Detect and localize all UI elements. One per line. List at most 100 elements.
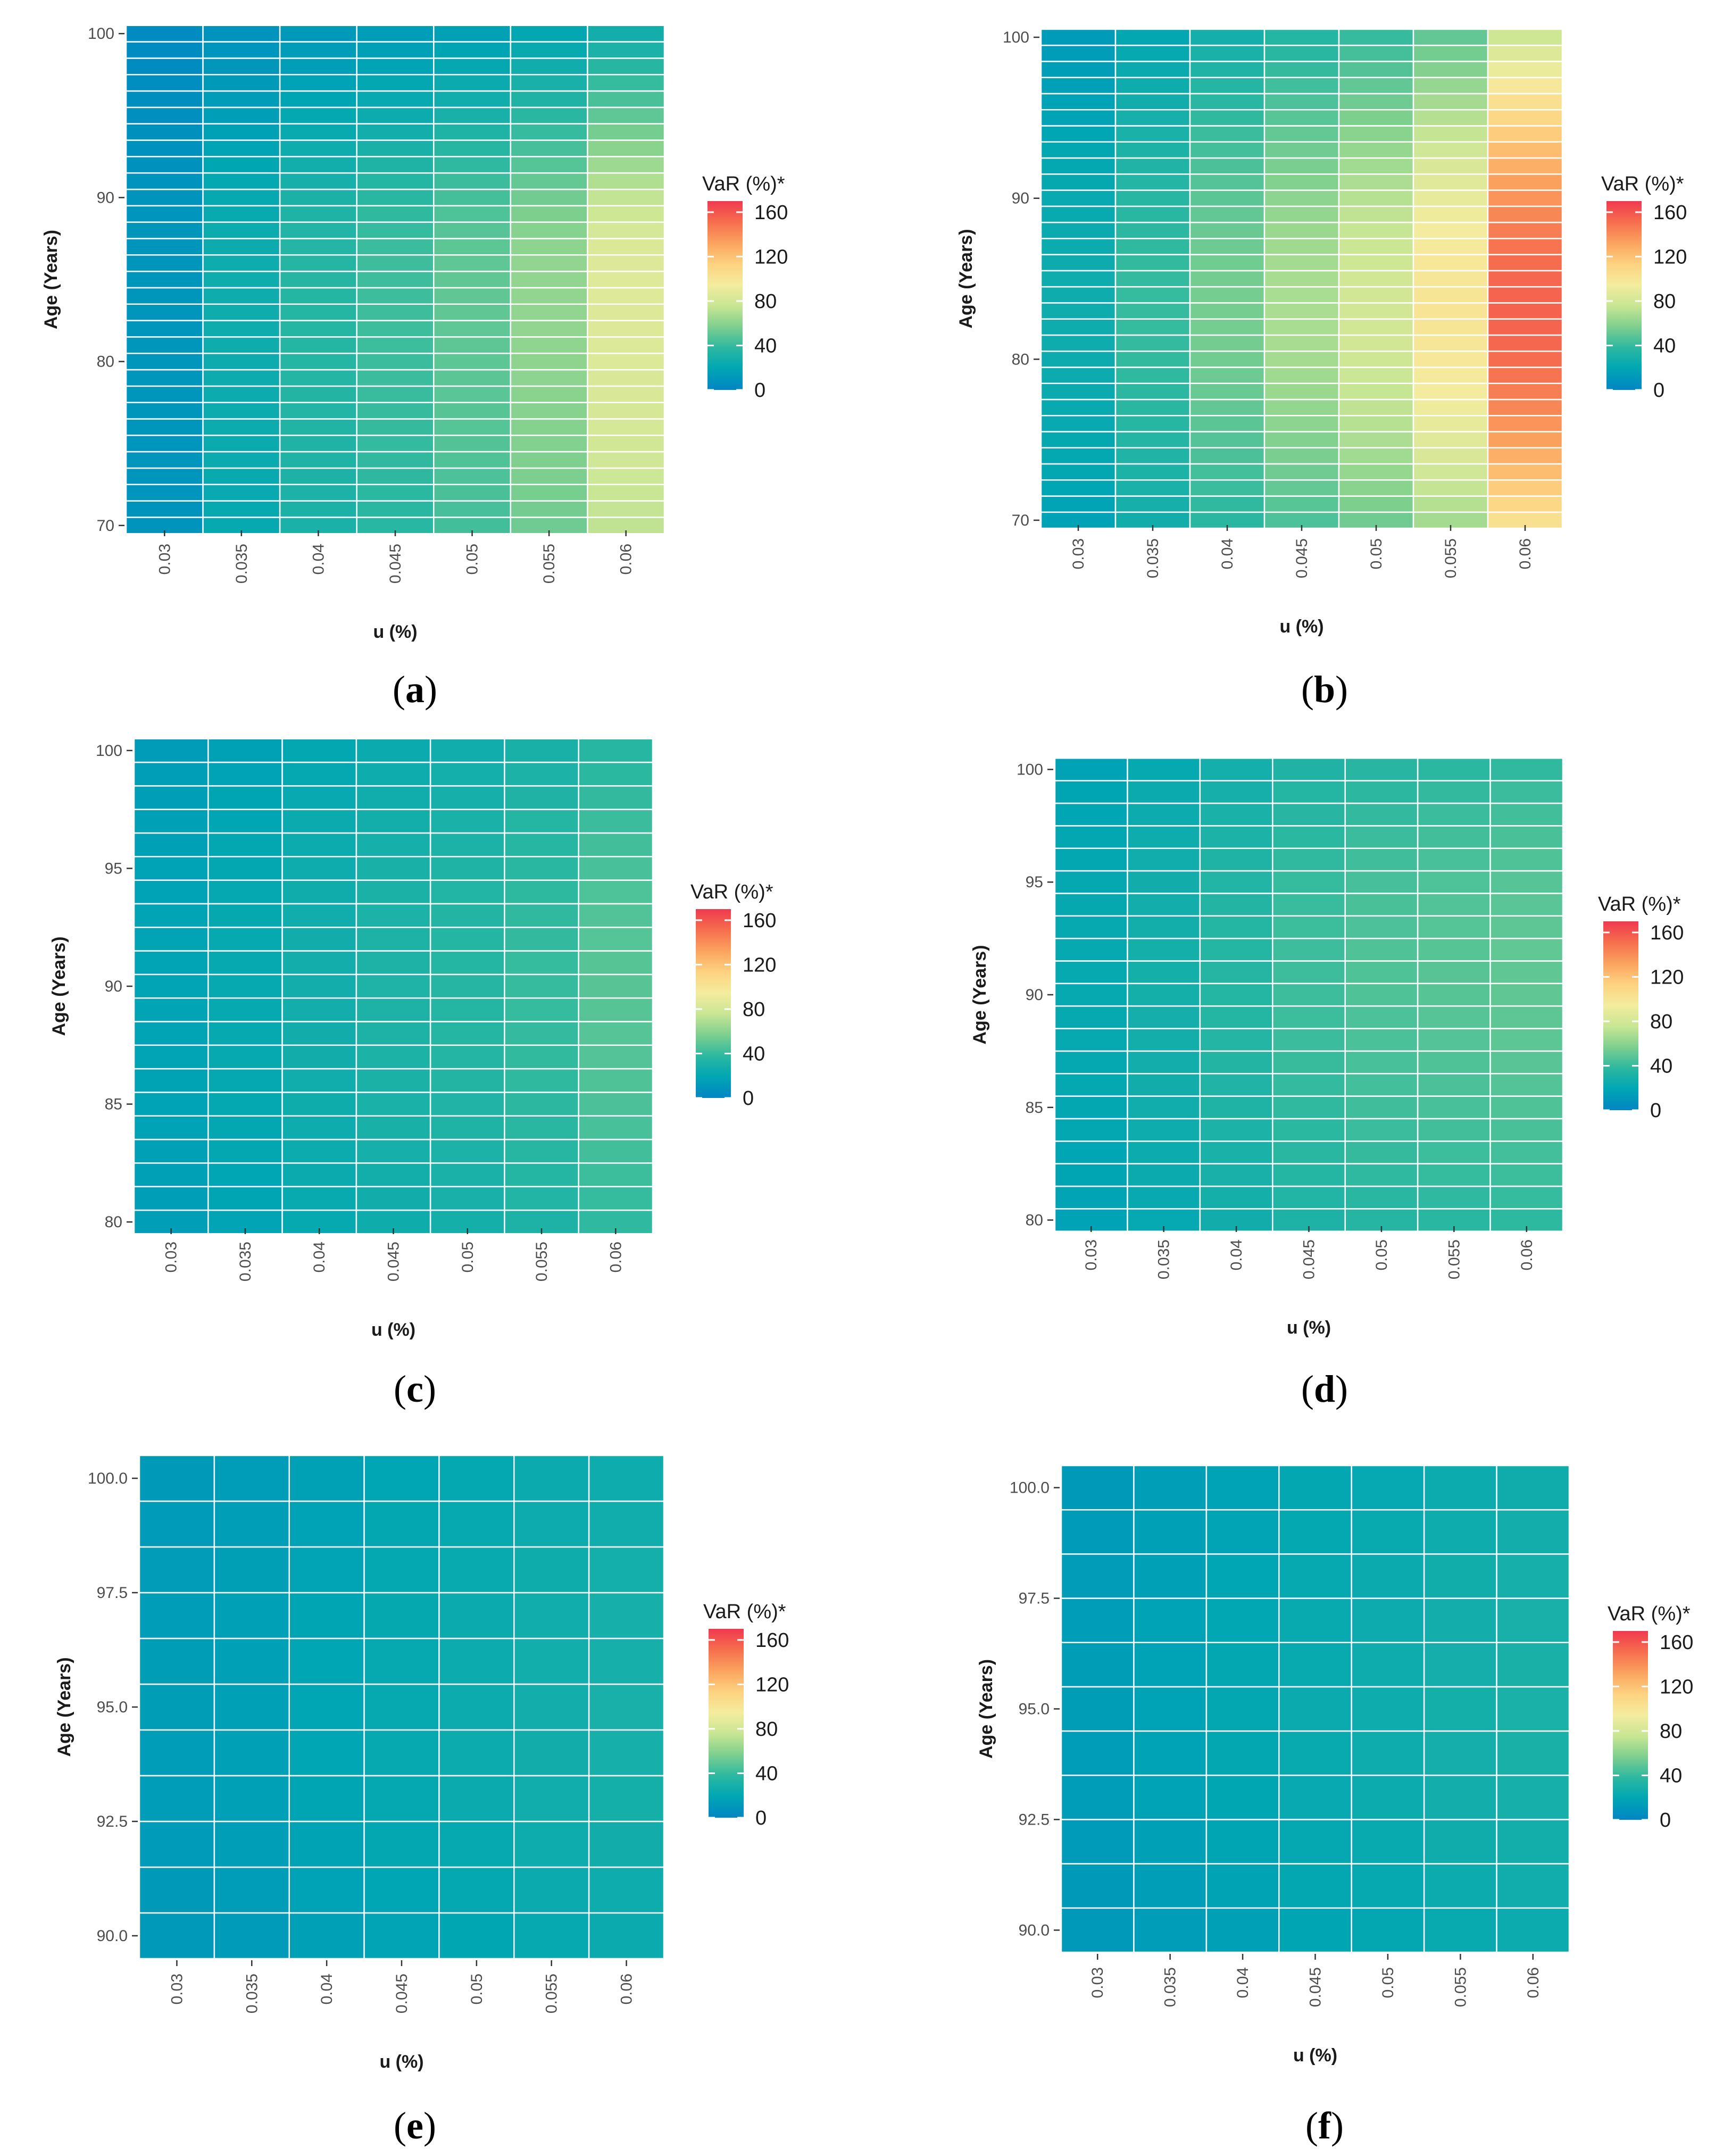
heatmap-cell	[1272, 825, 1346, 849]
heatmap-cell	[578, 950, 654, 976]
heatmap-cell	[133, 1044, 209, 1070]
heatmap-cell	[1412, 205, 1489, 223]
heatmap-cell	[363, 1775, 440, 1822]
legend-tick-label: 120	[743, 954, 776, 976]
heatmap-cell	[1263, 479, 1340, 497]
x-tick-label: 0.05	[1368, 538, 1385, 569]
heatmap-cell	[1338, 77, 1414, 95]
heatmap-cell	[510, 369, 588, 387]
heatmap-cell	[1114, 77, 1191, 95]
heatmap-cell	[1496, 1907, 1570, 1953]
heatmap-cell	[1489, 802, 1564, 827]
legend: VaR (%)* 160 120 80 40 0	[1598, 893, 1684, 1122]
heatmap-cell	[1487, 157, 1563, 175]
heatmap-cell	[356, 57, 435, 76]
heatmap-cell	[202, 238, 281, 256]
legend-tick-label: 160	[743, 910, 776, 932]
heatmap-cell	[1189, 157, 1266, 175]
heatmap-cell	[207, 1115, 283, 1141]
heatmap-cell	[281, 1162, 357, 1187]
heatmap-cell	[1127, 870, 1201, 894]
heatmap-cell	[1487, 205, 1563, 223]
heatmap-cell	[1114, 221, 1191, 239]
legend: VaR (%)* 160 120 80 40 0	[703, 1601, 789, 1829]
heatmap-cell	[355, 809, 431, 834]
heatmap-cell	[1054, 1163, 1128, 1187]
panel-label: (b)	[1301, 668, 1348, 711]
heatmap-cell	[1054, 1028, 1128, 1052]
heatmap-cell	[1489, 1028, 1564, 1052]
heatmap-cell	[355, 785, 431, 810]
heatmap-cell	[1417, 825, 1491, 849]
heatmap-cell	[1272, 1095, 1346, 1120]
heatmap-cell	[138, 1637, 215, 1685]
heatmap-cell	[433, 106, 512, 124]
heatmap-cell	[433, 435, 512, 453]
heatmap-cell	[213, 1454, 290, 1502]
heatmap-cell	[1040, 495, 1117, 513]
heatmap-cell	[202, 369, 281, 387]
heatmap-cell	[587, 139, 665, 157]
heatmap-cell	[125, 238, 204, 256]
y-tick-label: 85	[105, 1096, 122, 1113]
heatmap-cell	[1054, 1005, 1128, 1029]
heatmap-cell	[578, 926, 654, 952]
heatmap-cell	[587, 156, 665, 174]
heatmap-cell	[207, 950, 283, 976]
heatmap-cell	[207, 1021, 283, 1046]
heatmap-cell	[1412, 61, 1489, 78]
heatmap-cell	[202, 484, 281, 502]
legend-tick-label: 120	[1660, 1676, 1693, 1698]
heatmap-cell	[1417, 1050, 1491, 1075]
heatmap-cell	[1412, 398, 1489, 417]
heatmap-cell	[504, 926, 579, 952]
heatmap-cell	[1205, 1464, 1280, 1511]
heatmap-cell	[356, 484, 435, 502]
heatmap-cell	[433, 73, 512, 92]
heatmap-cell	[578, 1021, 654, 1046]
x-tick-label: 0.05	[468, 1974, 486, 2004]
heatmap-cell	[433, 336, 512, 354]
heatmap-cell	[1496, 1553, 1570, 1599]
heatmap-cell	[207, 738, 283, 763]
heatmap-cell	[504, 809, 579, 834]
heatmap-cell	[279, 73, 357, 92]
heatmap-cell	[279, 172, 357, 190]
heatmap-cell	[1114, 382, 1191, 401]
heatmap-cell	[587, 402, 665, 420]
heatmap-cell	[1338, 221, 1414, 239]
y-tick-label: 70	[97, 517, 114, 535]
heatmap-cell	[1263, 495, 1340, 513]
heatmap-cell	[1412, 382, 1489, 401]
heatmap-cell	[363, 1637, 440, 1685]
heatmap-cell	[1114, 350, 1191, 368]
heatmap-cell	[1114, 205, 1191, 223]
heatmap-cell	[1489, 757, 1564, 781]
heatmap-cell	[356, 418, 435, 436]
legend-tick-label: 120	[1653, 246, 1687, 268]
heatmap-cell	[1344, 1005, 1419, 1029]
heatmap-cell	[279, 139, 357, 157]
heatmap-cell	[1054, 960, 1128, 985]
heatmap-cell	[1060, 1863, 1135, 1909]
heatmap-cell	[207, 1092, 283, 1117]
heatmap-cell	[587, 57, 665, 76]
x-tick-label: 0.06	[618, 1974, 636, 2004]
legend-tick-label: 80	[754, 290, 777, 313]
heatmap-cell	[438, 1454, 515, 1502]
heatmap-cell	[1338, 350, 1414, 368]
heatmap-cell	[1040, 367, 1117, 384]
heatmap-cell	[510, 484, 588, 502]
heatmap-cell	[1487, 238, 1563, 255]
heatmap-cell	[1344, 1141, 1419, 1164]
heatmap-cell	[356, 172, 435, 190]
heatmap-cell	[1263, 334, 1340, 352]
heatmap-cell	[1040, 431, 1117, 449]
heatmap-cell	[510, 270, 588, 289]
heatmap-cell	[429, 1162, 505, 1187]
heatmap-cell	[356, 156, 435, 174]
heatmap-cell	[1263, 367, 1340, 384]
heatmap-cell	[202, 320, 281, 338]
heatmap-cell	[504, 1138, 579, 1164]
heatmap-cell	[510, 385, 588, 403]
